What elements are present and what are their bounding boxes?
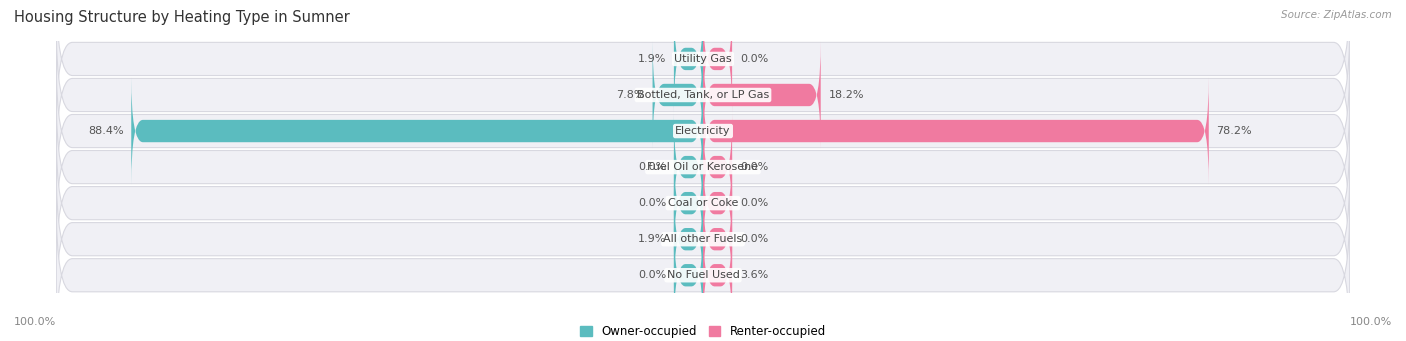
Text: Utility Gas: Utility Gas [675, 54, 731, 64]
FancyBboxPatch shape [703, 113, 733, 221]
Text: 100.0%: 100.0% [1350, 317, 1392, 327]
FancyBboxPatch shape [56, 21, 1350, 168]
Text: Source: ZipAtlas.com: Source: ZipAtlas.com [1281, 10, 1392, 20]
Text: 0.0%: 0.0% [740, 198, 768, 208]
Text: 0.0%: 0.0% [740, 234, 768, 244]
Text: 100.0%: 100.0% [14, 317, 56, 327]
FancyBboxPatch shape [673, 113, 703, 221]
FancyBboxPatch shape [56, 58, 1350, 205]
Legend: Owner-occupied, Renter-occupied: Owner-occupied, Renter-occupied [575, 321, 831, 341]
Text: No Fuel Used: No Fuel Used [666, 270, 740, 280]
Text: 1.9%: 1.9% [638, 54, 666, 64]
FancyBboxPatch shape [673, 222, 703, 329]
Text: All other Fuels: All other Fuels [664, 234, 742, 244]
Text: 0.0%: 0.0% [638, 270, 666, 280]
FancyBboxPatch shape [673, 5, 703, 113]
FancyBboxPatch shape [56, 93, 1350, 241]
Text: 0.0%: 0.0% [740, 54, 768, 64]
Text: 0.0%: 0.0% [638, 198, 666, 208]
FancyBboxPatch shape [673, 149, 703, 257]
Text: 0.0%: 0.0% [740, 162, 768, 172]
Text: 1.9%: 1.9% [638, 234, 666, 244]
FancyBboxPatch shape [703, 77, 1209, 185]
Text: 78.2%: 78.2% [1216, 126, 1253, 136]
Text: Bottled, Tank, or LP Gas: Bottled, Tank, or LP Gas [637, 90, 769, 100]
FancyBboxPatch shape [703, 41, 821, 149]
Text: 3.6%: 3.6% [740, 270, 768, 280]
Text: Housing Structure by Heating Type in Sumner: Housing Structure by Heating Type in Sum… [14, 10, 350, 25]
FancyBboxPatch shape [56, 130, 1350, 277]
Text: 18.2%: 18.2% [828, 90, 863, 100]
Text: Fuel Oil or Kerosene: Fuel Oil or Kerosene [647, 162, 759, 172]
FancyBboxPatch shape [56, 202, 1350, 341]
Text: Electricity: Electricity [675, 126, 731, 136]
FancyBboxPatch shape [131, 77, 703, 185]
FancyBboxPatch shape [703, 222, 733, 329]
FancyBboxPatch shape [703, 149, 733, 257]
Text: Coal or Coke: Coal or Coke [668, 198, 738, 208]
FancyBboxPatch shape [703, 186, 733, 293]
FancyBboxPatch shape [703, 5, 733, 113]
FancyBboxPatch shape [56, 0, 1350, 133]
Text: 7.8%: 7.8% [616, 90, 645, 100]
FancyBboxPatch shape [652, 41, 703, 149]
FancyBboxPatch shape [673, 186, 703, 293]
Text: 88.4%: 88.4% [89, 126, 124, 136]
Text: 0.0%: 0.0% [638, 162, 666, 172]
FancyBboxPatch shape [56, 166, 1350, 313]
